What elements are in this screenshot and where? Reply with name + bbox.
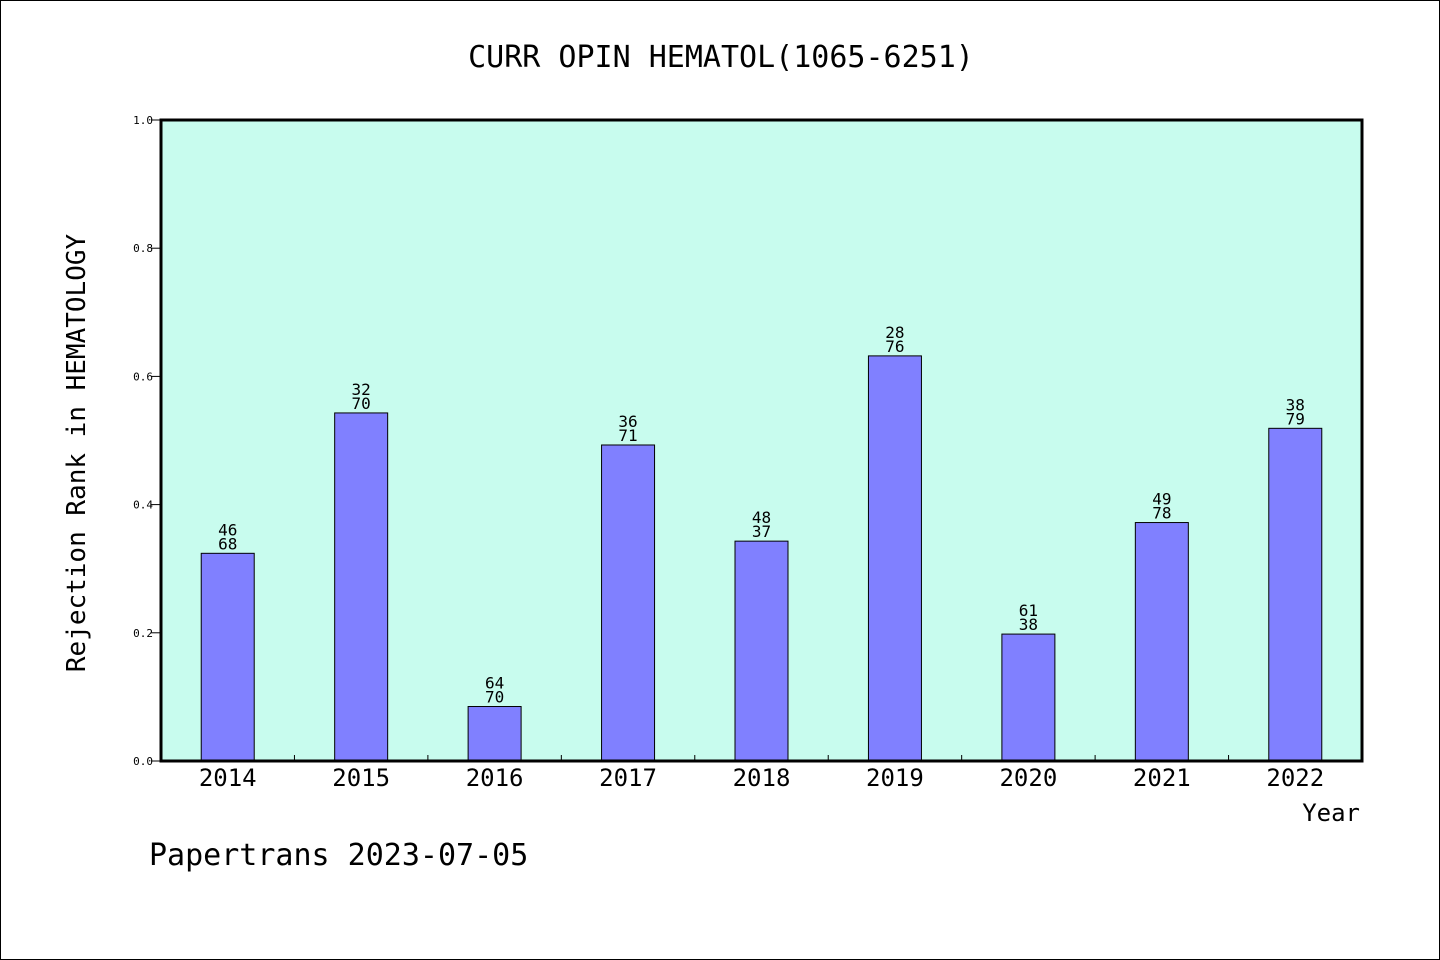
bar-2019 [867, 355, 922, 762]
plot-frame [159, 118, 1364, 763]
x-tick-label: 2019 [866, 764, 924, 792]
y-tick-label: 0.4 [133, 499, 153, 512]
data-label-bottom: 79 [1286, 409, 1305, 428]
footer-date-stamp: Papertrans 2023-07-05 [149, 838, 528, 873]
y-tick-label: 0.6 [133, 370, 153, 383]
bar-2014 [200, 552, 255, 762]
bar-2015 [334, 412, 389, 762]
x-tick-label: 2018 [733, 764, 791, 792]
data-label-top: 46 [218, 520, 237, 539]
x-tick-label: 2017 [599, 764, 657, 792]
data-label-bottom: 38 [1019, 615, 1038, 634]
x-tick-label: 2021 [1133, 764, 1191, 792]
bar-2017 [601, 444, 656, 762]
data-label-top: 64 [485, 674, 504, 693]
y-tick-label: 0.0 [133, 755, 153, 768]
data-label-top: 38 [1286, 395, 1305, 414]
y-tick-label: 0.8 [133, 242, 153, 255]
chart-title: CURR OPIN HEMATOL(1065-6251) [468, 40, 974, 75]
bar-series [200, 355, 1323, 762]
y-axis: 0.0 0.2 0.4 0.6 0.8 1.0 [133, 114, 161, 768]
data-label-bottom: 70 [485, 688, 504, 707]
data-label-bottom: 37 [752, 522, 771, 541]
data-label-bottom: 70 [352, 394, 371, 413]
data-label-top: 48 [752, 508, 771, 527]
x-tick-label: 2020 [999, 764, 1057, 792]
data-label-top: 32 [352, 380, 371, 399]
data-label-bottom: 71 [618, 426, 637, 445]
x-tick-label: 2015 [332, 764, 390, 792]
x-axis-label: Year [1302, 799, 1360, 827]
y-tick-label: 0.2 [133, 627, 153, 640]
data-label-bottom: 78 [1152, 504, 1171, 523]
data-label-top: 36 [618, 412, 637, 431]
data-label-bottom: 76 [885, 337, 904, 356]
data-label-top: 49 [1152, 490, 1171, 509]
x-axis: 2014 2015 2016 2017 2018 2019 2020 2021 2022 [199, 755, 1324, 792]
bar-2022 [1268, 427, 1323, 762]
bar-2021 [1134, 522, 1189, 762]
x-tick-label: 2014 [199, 764, 257, 792]
bar-2016 [467, 706, 522, 762]
y-tick-label: 1.0 [133, 114, 153, 127]
data-label-top: 28 [885, 323, 904, 342]
x-tick-label: 2022 [1266, 764, 1324, 792]
data-label-top: 61 [1019, 601, 1038, 620]
bar-2018 [734, 540, 789, 762]
data-label-bottom: 68 [218, 534, 237, 553]
y-axis-label: Rejection Rank in HEMATOLOGY [62, 234, 92, 673]
x-tick-label: 2016 [466, 764, 524, 792]
bar-2020 [1001, 633, 1056, 762]
